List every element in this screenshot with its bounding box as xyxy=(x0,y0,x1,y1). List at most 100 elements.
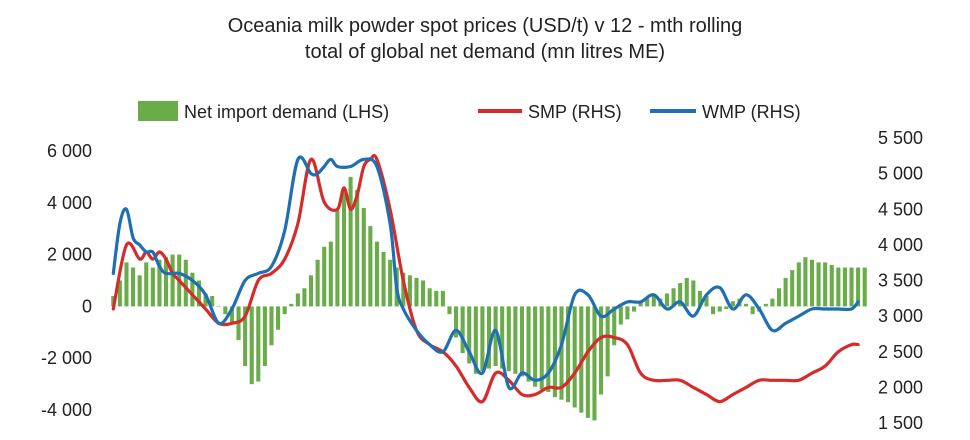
bar-net-import-demand xyxy=(243,306,248,366)
bar-net-import-demand xyxy=(374,241,379,307)
bar-net-import-demand xyxy=(585,306,590,418)
bar-net-import-demand xyxy=(137,275,142,307)
bar-net-import-demand xyxy=(216,306,221,307)
bar-net-import-demand xyxy=(289,303,294,307)
bar-net-import-demand xyxy=(414,277,419,307)
bar-net-import-demand xyxy=(302,288,307,307)
bar-net-import-demand xyxy=(862,267,867,307)
right-axis: 5 500 5 000 4 500 4 000 3 500 3 000 2 500 2 000… xyxy=(878,128,923,433)
bar-net-import-demand xyxy=(829,264,834,307)
bar-net-import-demand xyxy=(493,306,498,366)
bar-net-import-demand xyxy=(124,262,129,307)
bar-net-import-demand xyxy=(651,296,656,307)
bar-net-import-demand xyxy=(506,306,511,372)
bar-net-import-demand xyxy=(638,301,643,307)
bar-net-import-demand xyxy=(229,306,234,325)
bar-net-import-demand xyxy=(348,176,353,307)
bar-net-import-demand xyxy=(163,257,169,307)
bar-net-import-demand xyxy=(295,293,300,307)
bar-net-import-demand xyxy=(691,280,696,307)
bar-net-import-demand xyxy=(849,267,854,307)
bar-net-import-demand xyxy=(315,259,320,307)
bar-net-import-demand xyxy=(157,259,162,307)
legend-label-wmp: WMP (RHS) xyxy=(702,102,801,122)
bar-net-import-demand xyxy=(427,288,432,307)
bar-net-import-demand xyxy=(546,306,551,392)
bar-net-import-demand xyxy=(223,306,228,315)
legend-label-smp: SMP (RHS) xyxy=(528,102,622,122)
bar-net-import-demand xyxy=(823,262,828,307)
bar-net-import-demand xyxy=(421,280,426,307)
right-tick-label: 2 000 xyxy=(878,377,923,397)
bar-net-import-demand xyxy=(434,290,439,307)
bar-net-import-demand xyxy=(131,267,136,307)
bar-net-import-demand xyxy=(664,293,670,307)
bar-net-import-demand xyxy=(566,306,571,403)
bar-net-import-demand xyxy=(454,306,459,338)
bar-net-import-demand xyxy=(678,283,683,307)
bar-net-import-demand xyxy=(711,306,716,315)
bar-net-import-demand xyxy=(440,290,445,307)
bar-net-import-demand xyxy=(744,303,749,307)
bar-net-import-demand xyxy=(816,262,821,307)
bar-net-import-demand xyxy=(684,277,689,307)
bar-net-import-demand xyxy=(790,270,795,307)
bar-net-import-demand xyxy=(467,306,472,364)
bar-net-import-demand xyxy=(256,306,261,382)
bar-net-import-demand xyxy=(473,306,478,374)
chart-title-line-2: total of global net demand (mn litres ME… xyxy=(305,41,665,63)
bar-net-import-demand xyxy=(605,306,610,377)
bar-net-import-demand xyxy=(796,262,801,307)
bar-net-import-demand xyxy=(150,267,155,307)
bar-net-import-demand xyxy=(559,306,564,400)
bar-net-import-demand xyxy=(381,252,386,307)
bar-net-import-demand xyxy=(612,306,617,346)
bar-net-import-demand xyxy=(388,259,393,307)
bar-net-import-demand xyxy=(170,254,175,307)
bar-net-import-demand xyxy=(599,306,604,395)
bar-net-import-demand xyxy=(196,280,202,307)
bar-net-import-demand xyxy=(803,257,808,307)
bar-net-import-demand xyxy=(572,306,577,408)
bar-net-import-demand xyxy=(513,306,518,374)
bar-net-import-demand xyxy=(361,207,366,307)
bar-net-import-demand xyxy=(249,306,254,385)
right-tick-label: 1 500 xyxy=(878,413,923,433)
bar-net-import-demand xyxy=(335,210,340,307)
bar-net-import-demand xyxy=(671,288,676,307)
bar-net-import-demand xyxy=(447,306,452,315)
bar-net-import-demand xyxy=(763,303,768,307)
bar-net-import-demand xyxy=(704,296,709,307)
bar-net-import-demand xyxy=(190,272,195,307)
right-tick-label: 4 500 xyxy=(878,199,923,219)
line-wmp xyxy=(111,155,860,391)
bar-net-import-demand xyxy=(203,293,208,307)
left-axis: 6 000 4 000 2 000 0 -2 000 -4 000 xyxy=(41,141,92,420)
bar-net-import-demand xyxy=(282,306,287,315)
bar-net-import-demand xyxy=(460,306,465,354)
bar-net-import-demand xyxy=(552,306,557,398)
bar-net-import-demand xyxy=(328,241,333,307)
bar-net-import-demand xyxy=(533,306,538,387)
bar-net-import-demand xyxy=(308,275,314,307)
right-tick-label: 2 500 xyxy=(878,342,923,362)
bar-net-import-demand xyxy=(724,306,729,309)
bar-net-import-demand xyxy=(368,226,373,307)
bar-net-import-demand xyxy=(500,306,505,369)
bar-net-import-demand xyxy=(539,306,544,390)
bar-net-import-demand xyxy=(480,306,485,372)
bar-net-import-demand xyxy=(730,301,735,307)
bar-net-import-demand xyxy=(776,288,782,307)
bar-net-import-demand xyxy=(697,290,702,307)
bar-net-import-demand xyxy=(407,275,412,307)
bar-net-import-demand xyxy=(592,306,597,421)
left-tick-label: 4 000 xyxy=(47,193,92,213)
line-smp xyxy=(111,153,860,404)
bar-net-import-demand xyxy=(276,306,281,330)
legend: Net import demand (LHS) SMP (RHS) WMP (R… xyxy=(138,101,801,122)
bar-net-import-demand xyxy=(836,267,841,307)
bar-net-import-demand xyxy=(809,259,815,307)
bar-net-import-demand xyxy=(322,246,327,307)
bar-net-import-demand xyxy=(117,280,122,307)
